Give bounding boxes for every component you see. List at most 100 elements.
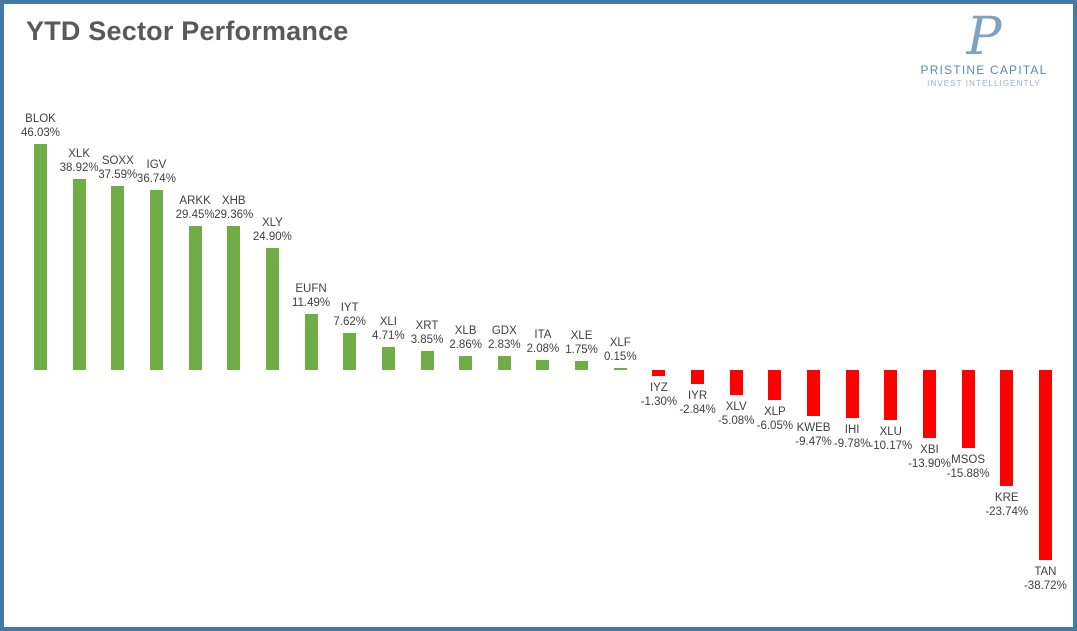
bar-label-iyr: IYR -2.84% (658, 389, 738, 417)
bar-percent-value: -6.05% (756, 419, 794, 432)
bar-percent-value: -2.84% (679, 403, 716, 416)
bar-kre (1000, 370, 1014, 487)
bar-blok (34, 144, 47, 370)
bar-label-xly: XLY 24.90% (232, 216, 312, 244)
bar-ticker: XLK (68, 148, 91, 161)
bar-percent-value: -38.72% (1023, 579, 1067, 592)
bar-label-xlf: XLF 0.15% (580, 336, 660, 364)
bar-percent-value: -9.78% (833, 437, 871, 450)
bar-percent-value: -1.30% (640, 396, 678, 409)
bar-label-xlv: XLV -5.08% (696, 400, 776, 428)
bar-ticker: SOXX (101, 154, 134, 167)
bar-label-arkk: ARKK 29.45% (155, 194, 235, 222)
bar-xly (265, 247, 279, 370)
bar-xhb (227, 226, 241, 370)
bar-ticker: BLOK (25, 113, 56, 126)
bar-label-kre: KRE -23.74% (967, 491, 1047, 519)
bar-percent-value: -13.90% (908, 458, 951, 471)
bar-xlk (72, 179, 86, 370)
bar-percent-value: 2.83% (487, 339, 521, 352)
bar-label-soxx: SOXX 37.59% (78, 154, 158, 182)
bar-percent-value: 1.75% (565, 344, 598, 357)
bar-percent-value: -23.74% (985, 506, 1029, 519)
bar-label-iyt: IYT 7.62% (310, 301, 390, 329)
bar-percent-value: 37.59% (98, 168, 138, 181)
bar-ticker: XLI (379, 315, 397, 328)
bar-ticker: ITA (534, 328, 552, 341)
bar-label-xrt: XRT 3.85% (387, 319, 467, 347)
bar-percent-value: -10.17% (869, 439, 913, 452)
bar-percent-value: 4.71% (372, 329, 405, 342)
bar-ticker: XBI (920, 444, 939, 457)
bar-xlb (459, 355, 473, 370)
bar-ticker: XLF (609, 337, 631, 349)
bar-ticker: XLU (879, 425, 902, 438)
bar-percent-value: 0.15% (603, 351, 637, 363)
bar-ita (536, 359, 550, 370)
bar-label-xlb: XLB 2.86% (426, 324, 506, 352)
bar-ticker: EUFN (295, 282, 327, 295)
bar-ticker: IYZ (649, 382, 668, 395)
logo-tagline: INVEST INTELLIGENTLY (927, 79, 1041, 88)
bar-ticker: GDX (491, 325, 517, 338)
bar-percent-value: 11.49% (291, 296, 331, 309)
logo-monogram-p-icon: P (966, 7, 1002, 67)
bar-ticker: IHI (844, 423, 860, 436)
bar-label-xlu: XLU -10.17% (851, 425, 931, 453)
bar-ticker: XLP (763, 405, 786, 418)
bar-label-igv: IGV 36.74% (116, 158, 196, 186)
bar-ticker: ARKK (179, 194, 211, 207)
bar-label-eufn: EUFN 11.49% (271, 282, 351, 310)
bar-xrt (420, 351, 434, 370)
bar-gdx (497, 356, 511, 370)
bar-tan (1038, 370, 1052, 560)
bar-label-ihi: IHI -9.78% (812, 423, 892, 451)
bar-ticker: XLY (261, 216, 283, 229)
bar-label-xle: XLE 1.75% (542, 329, 622, 357)
bar-label-tan: TAN -38.72% (1005, 565, 1073, 593)
bar-kweb (807, 370, 820, 417)
bar-iyz (652, 370, 666, 377)
bar-arkk (188, 225, 202, 370)
bar-percent-value: -5.08% (717, 414, 755, 427)
bar-label-kweb: KWEB -9.47% (774, 421, 854, 449)
bar-iyt (343, 332, 357, 370)
bar-ticker: XLB (454, 324, 477, 337)
bar-xle (575, 361, 589, 370)
bar-ihi (845, 370, 859, 418)
bar-percent-value: 38.92% (59, 162, 99, 175)
bar-percent-value: 7.62% (333, 315, 366, 328)
bar-label-ita: ITA 2.08% (503, 328, 583, 356)
bar-percent-value: 46.03% (20, 127, 60, 140)
bar-msos (961, 370, 975, 448)
bar-xli (381, 346, 395, 370)
bar-xlp (768, 370, 782, 400)
bar-ticker: XLE (570, 330, 593, 343)
bar-label-blok: BLOK 46.03% (4, 112, 81, 140)
bar-chart-plot-area: BLOK 46.03% XLK 38.92% SOXX 37.59% IGV 36.74% AR… (4, 4, 1073, 627)
bar-label-msos: MSOS -15.88% (928, 453, 1008, 481)
bar-ticker: XRT (415, 320, 439, 333)
bar-ticker: KWEB (796, 422, 831, 435)
bar-percent-value: -9.47% (795, 436, 832, 449)
bar-label-xlk: XLK 38.92% (39, 147, 119, 175)
bar-percent-value: 3.85% (410, 334, 444, 347)
logo-company-name: PRISTINE CAPITAL (920, 63, 1048, 77)
bar-eufn (304, 313, 318, 370)
bar-percent-value: 29.36% (214, 209, 254, 222)
bar-ticker: IYT (340, 301, 359, 314)
bar-label-xli: XLI 4.71% (348, 315, 428, 343)
bar-percent-value: 29.45% (175, 208, 215, 221)
bar-label-xbi: XBI -13.90% (889, 443, 969, 471)
bar-xlf (613, 368, 627, 370)
bar-ticker: TAN (1034, 565, 1057, 578)
bar-ticker: MSOS (951, 453, 986, 466)
bar-percent-value: 24.90% (252, 230, 292, 243)
bar-label-gdx: GDX 2.83% (464, 324, 544, 352)
bar-ticker: IYR (687, 389, 708, 402)
bar-label-xlp: XLP -6.05% (735, 405, 815, 433)
bar-ticker: XLV (725, 400, 747, 413)
bar-xlu (884, 370, 898, 420)
bar-xbi (922, 370, 936, 439)
